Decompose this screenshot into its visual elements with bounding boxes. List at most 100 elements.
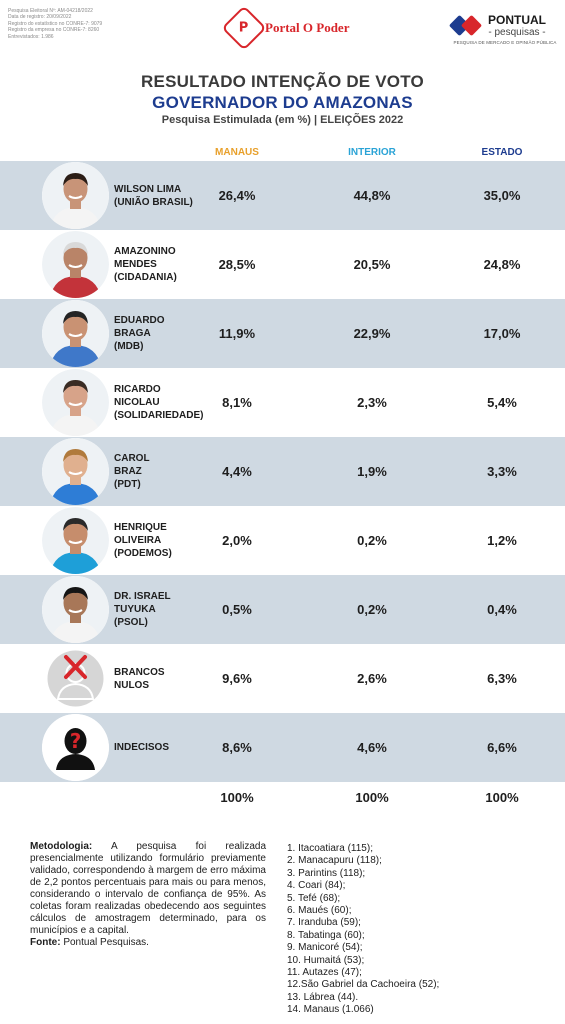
candidate-name-line: RICARDO	[114, 384, 161, 395]
candidate-name-line: (SOLIDARIEDADE)	[114, 410, 204, 421]
municipality-item: 2. Manacapuru (118);	[287, 855, 382, 867]
candidate-photo	[42, 300, 109, 367]
candidate-name-line: (PSOL)	[114, 617, 148, 628]
candidate-name-line: TUYUKA	[114, 604, 156, 615]
value-manaus: 11,9%	[218, 326, 256, 341]
candidate-name-line: DR. ISRAEL	[114, 591, 171, 602]
candidate-name: CAROL BRAZ (PDT)	[114, 452, 150, 491]
page-title: RESULTADO INTENÇÃO DE VOTO	[141, 72, 424, 91]
candidate-name: WILSON LIMA (UNIÃO BRASIL)	[114, 183, 193, 209]
pontual-tagline: PESQUISA DE MERCADO E OPINIÃO PÚBLICA	[453, 40, 557, 45]
methodology: Metodologia: A pesquisa foi realizada pr…	[30, 841, 266, 949]
value-interior: 44,8%	[353, 188, 391, 203]
candidate-name-line: BRANCOS	[114, 666, 165, 678]
total-estado: 100%	[485, 790, 519, 805]
table-row: AMAZONINO MENDES (CIDADANIA) 28,5% 20,5% 24,8…	[0, 230, 565, 299]
value-estado: 0,4%	[487, 602, 517, 617]
methodology-label: Metodologia:	[30, 841, 93, 852]
municipality-item: 11. Autazes (47);	[287, 967, 362, 979]
table-row: CAROL BRAZ (PDT) 4,4% 1,9% 3,3%	[0, 437, 565, 506]
value-manaus: 0,5%	[222, 602, 252, 617]
candidate-name-line: (MDB)	[114, 341, 144, 352]
candidate-name-line: HENRIQUE	[114, 522, 167, 533]
candidate-name: INDECISOS	[114, 741, 169, 754]
table-row: HENRIQUE OLIVEIRA (PODEMOS) 2,0% 0,2% 1,2%	[0, 506, 565, 575]
portal-logo-text: Portal O Poder	[265, 20, 350, 35]
municipality-item: 10. Humaitá (53);	[287, 954, 365, 966]
registration-line: Data de registro: 20/09/2022	[8, 14, 72, 21]
survey-note: Pesquisa Estimulada (em %) | ELEIÇÕES 20…	[161, 114, 404, 126]
candidate-name-line: BRAZ	[114, 466, 142, 477]
value-manaus: 8,6%	[222, 740, 252, 755]
candidate-photo	[42, 231, 109, 298]
municipality-item: 14. Manaus (1.066)	[287, 1004, 374, 1016]
municipality-item: 6. Maués (60);	[287, 905, 352, 917]
candidate-name-line: CAROL	[114, 453, 150, 464]
candidate-name-line: (PODEMOS)	[114, 548, 172, 559]
municipality-item: 13. Lábrea (44).	[287, 991, 359, 1003]
municipality-item: 1. Itacoatiara (115);	[287, 843, 373, 854]
candidate-photo	[42, 369, 109, 436]
candidate-photo	[42, 576, 109, 643]
candidate-photo	[42, 438, 109, 505]
page-subtitle: GOVERNADOR DO AMAZONAS	[152, 93, 413, 112]
total-manaus: 100%	[220, 790, 254, 805]
candidate-name: DR. ISRAEL TUYUKA (PSOL)	[114, 590, 171, 629]
svg-text:?: ?	[70, 729, 82, 753]
value-interior: 0,2%	[357, 533, 387, 548]
candidate-name: BRANCOS NULOS	[114, 666, 165, 692]
value-interior: 2,6%	[357, 671, 387, 686]
value-interior: 2,3%	[357, 395, 387, 410]
pontual-sub: - pesquisas -	[488, 27, 546, 38]
municipality-item: 9. Manicoré (54);	[287, 942, 363, 954]
candidate-name-line: (PDT)	[114, 479, 141, 490]
value-manaus: 4,4%	[222, 464, 252, 479]
value-interior: 20,5%	[353, 257, 391, 272]
registration-line: Pesquisa Eleitoral Nº: AM-04218/2022	[8, 8, 93, 14]
value-manaus: 26,4%	[218, 188, 256, 203]
candidate-name-line: EDUARDO	[114, 315, 165, 326]
registration-line: Entrevistados: 1.986	[8, 33, 54, 40]
undecided-icon: ?	[42, 714, 109, 781]
registration-line: Registro da empresa no CONRE-7: 8260	[8, 27, 100, 34]
table-row: DR. ISRAEL TUYUKA (PSOL) 0,5% 0,2% 0,4%	[0, 575, 565, 644]
totals-row: 100% 100% 100%	[0, 790, 565, 806]
value-manaus: 2,0%	[222, 533, 252, 548]
value-interior: 22,9%	[353, 326, 391, 341]
source-text: Pontual Pesquisas.	[63, 937, 149, 948]
value-interior: 1,9%	[357, 464, 387, 479]
municipality-item: 7. Iranduba (59);	[287, 917, 361, 929]
candidate-name-line: WILSON LIMA	[114, 183, 182, 195]
candidate-name-line: AMAZONINO	[114, 246, 176, 257]
value-estado: 5,4%	[487, 395, 517, 410]
municipality-item: 4. Coari (84);	[287, 880, 346, 892]
registration-line: Registro do estatístico no CONRE-7: 9079	[8, 20, 103, 27]
registration-info: Pesquisa Eleitoral Nº: AM-04218/2022 Dat…	[8, 8, 102, 40]
column-header-interior: INTERIOR	[348, 147, 396, 158]
methodology-text: A pesquisa foi realizada presencialmente…	[30, 841, 267, 936]
pontual-mark-icon	[448, 14, 484, 37]
portal-o-poder-logo: P Portal O Poder	[221, 5, 350, 51]
table-row: WILSON LIMA (UNIÃO BRASIL) 26,4% 44,8% 35,0%	[0, 161, 565, 230]
municipality-item: 8. Tabatinga (60);	[287, 929, 365, 941]
municipality-item: 5. Tefé (68);	[287, 892, 341, 904]
table-row: BRANCOS NULOS 9,6% 2,6% 6,3%	[0, 644, 565, 713]
candidate-name: AMAZONINO MENDES (CIDADANIA)	[114, 245, 177, 284]
value-manaus: 28,5%	[218, 257, 256, 272]
pontual-name: PONTUAL	[488, 13, 546, 27]
pontual-logo: PONTUAL - pesquisas - PESQUISA DE MERCAD…	[448, 13, 560, 45]
portal-badge-icon: P	[221, 5, 267, 51]
value-estado: 6,6%	[487, 740, 517, 755]
candidate-name-line: (CIDADANIA)	[114, 272, 177, 283]
total-interior: 100%	[355, 790, 389, 805]
blank-null-icon	[42, 645, 109, 712]
municipality-list: 1. Itacoatiara (115); 2. Manacapuru (118)…	[287, 843, 439, 1017]
value-estado: 17,0%	[483, 326, 521, 341]
table-row: ? INDECISOS 8,6% 4,6% 6,6%	[0, 713, 565, 782]
candidate-name-line: INDECISOS	[114, 742, 170, 753]
table-row: EDUARDO BRAGA (MDB) 11,9% 22,9% 17,0%	[0, 299, 565, 368]
value-estado: 6,3%	[487, 671, 517, 686]
table-row: RICARDO NICOLAU (SOLIDARIEDADE) 8,1% 2,3% 5,4…	[0, 368, 565, 437]
source-label: Fonte:	[30, 937, 61, 948]
municipality-item: 3. Parintins (118);	[287, 867, 366, 879]
